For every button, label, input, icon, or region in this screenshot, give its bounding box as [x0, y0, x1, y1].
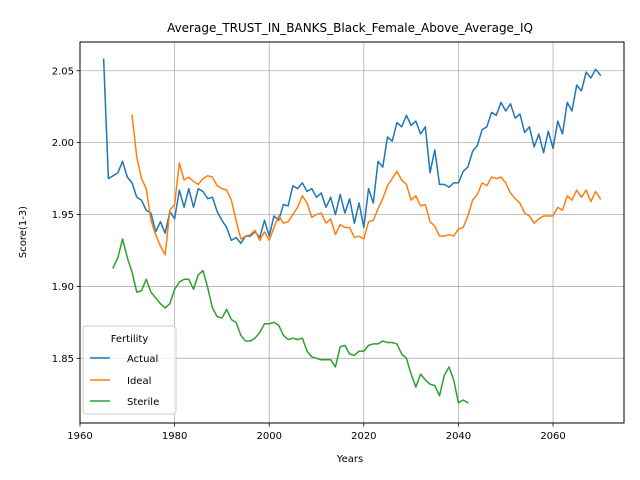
legend-box [82, 325, 177, 415]
legend-label-ideal: Ideal [127, 376, 151, 387]
series-line-sterile [112, 238, 469, 404]
legend: Fertility Actual Ideal Sterile [82, 325, 177, 415]
series-line-ideal [131, 114, 602, 256]
x-tick-label: 1980 [162, 431, 187, 442]
axis-ticks: 1960 1980 2000 2020 2040 2060 1.85 1.90 1.95 2.00… [52, 66, 566, 442]
x-axis-title: Years [336, 454, 363, 465]
y-tick-label: 2.05 [52, 66, 74, 77]
series-lines [102, 58, 602, 404]
y-tick-label: 1.85 [52, 354, 74, 365]
x-tick-label: 2040 [446, 431, 471, 442]
y-axis-title: Score(1-3) [18, 206, 29, 258]
x-tick-label: 2060 [540, 431, 565, 442]
x-tick-label: 1960 [67, 431, 92, 442]
y-tick-label: 1.90 [52, 282, 74, 293]
y-tick-label: 1.95 [52, 210, 74, 221]
legend-label-actual: Actual [127, 354, 158, 365]
x-tick-label: 2020 [351, 431, 376, 442]
series-line-actual [102, 58, 602, 245]
x-tick-label: 2000 [256, 431, 281, 442]
legend-title: Fertility [111, 334, 149, 345]
plot-area-frame [79, 41, 625, 424]
y-tick-label: 2.00 [52, 138, 74, 149]
legend-label-sterile: Sterile [127, 397, 159, 408]
chart-title: Average_TRUST_IN_BANKS_Black_Female_Abov… [167, 21, 533, 35]
